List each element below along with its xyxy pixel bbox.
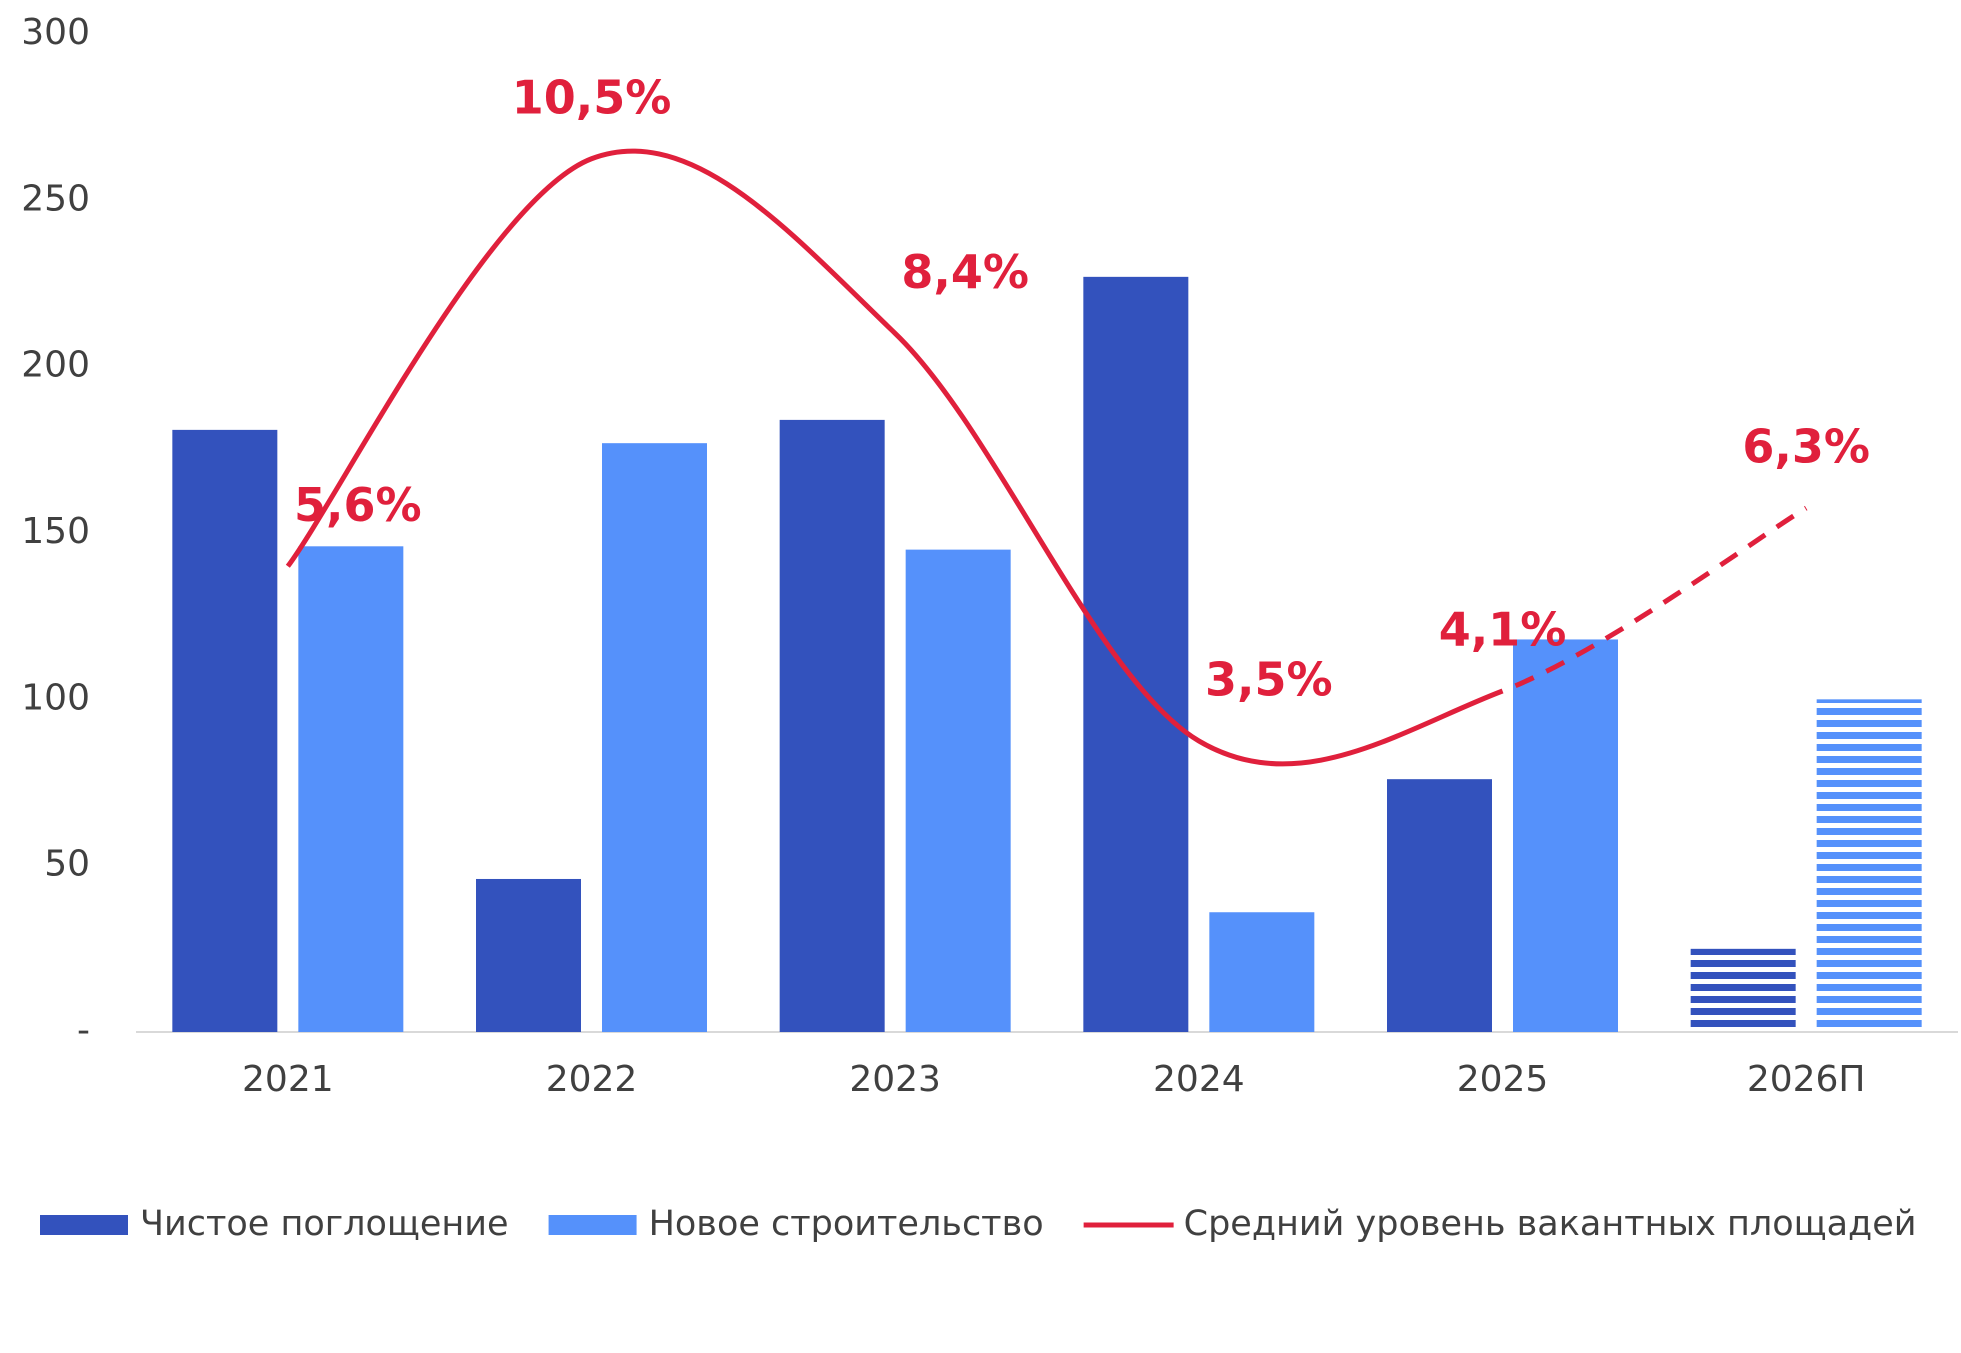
x-tick-label: 2025 — [1457, 1059, 1549, 1100]
data-label: 10,5% — [512, 70, 672, 124]
x-tick-label: 2021 — [242, 1059, 334, 1100]
bar — [172, 429, 278, 1033]
bar — [1387, 779, 1492, 1032]
bar — [476, 878, 581, 1032]
data-label: 4,1% — [1439, 603, 1567, 657]
y-tick-label: 200 — [21, 345, 90, 386]
y-tick-label: 250 — [21, 178, 90, 219]
y-tick-label: 50 — [44, 844, 90, 885]
legend-swatch — [548, 1215, 637, 1235]
y-tick-label: - — [77, 1010, 90, 1051]
data-label: 5,6% — [294, 478, 422, 532]
bar — [905, 549, 1011, 1032]
data-label: 6,3% — [1742, 420, 1870, 474]
legend-label: Новое строительство — [649, 1204, 1044, 1244]
x-tick-label: 2023 — [849, 1059, 941, 1100]
bar — [298, 546, 404, 1032]
legend-label: Чистое поглощение — [140, 1204, 509, 1244]
bar — [1209, 912, 1315, 1032]
bar — [1513, 639, 1618, 1032]
x-tick-label: 2024 — [1153, 1059, 1245, 1100]
bar — [602, 443, 707, 1032]
y-tick-label: 300 — [21, 12, 90, 53]
bar — [1083, 276, 1189, 1032]
bar — [1690, 948, 1796, 1032]
y-tick-label: 100 — [21, 677, 90, 718]
legend-label: Средний уровень вакантных площадей — [1184, 1204, 1917, 1244]
line — [285, 148, 1808, 767]
x-tick-label: 2022 — [546, 1059, 638, 1100]
data-label: 8,4% — [901, 245, 1029, 299]
bar — [779, 419, 885, 1033]
legend-swatch — [40, 1215, 128, 1235]
bar — [1816, 699, 1922, 1032]
x-tick-label: 2026П — [1747, 1059, 1866, 1100]
data-label: 3,5% — [1205, 652, 1333, 706]
y-tick-label: 150 — [21, 511, 90, 552]
